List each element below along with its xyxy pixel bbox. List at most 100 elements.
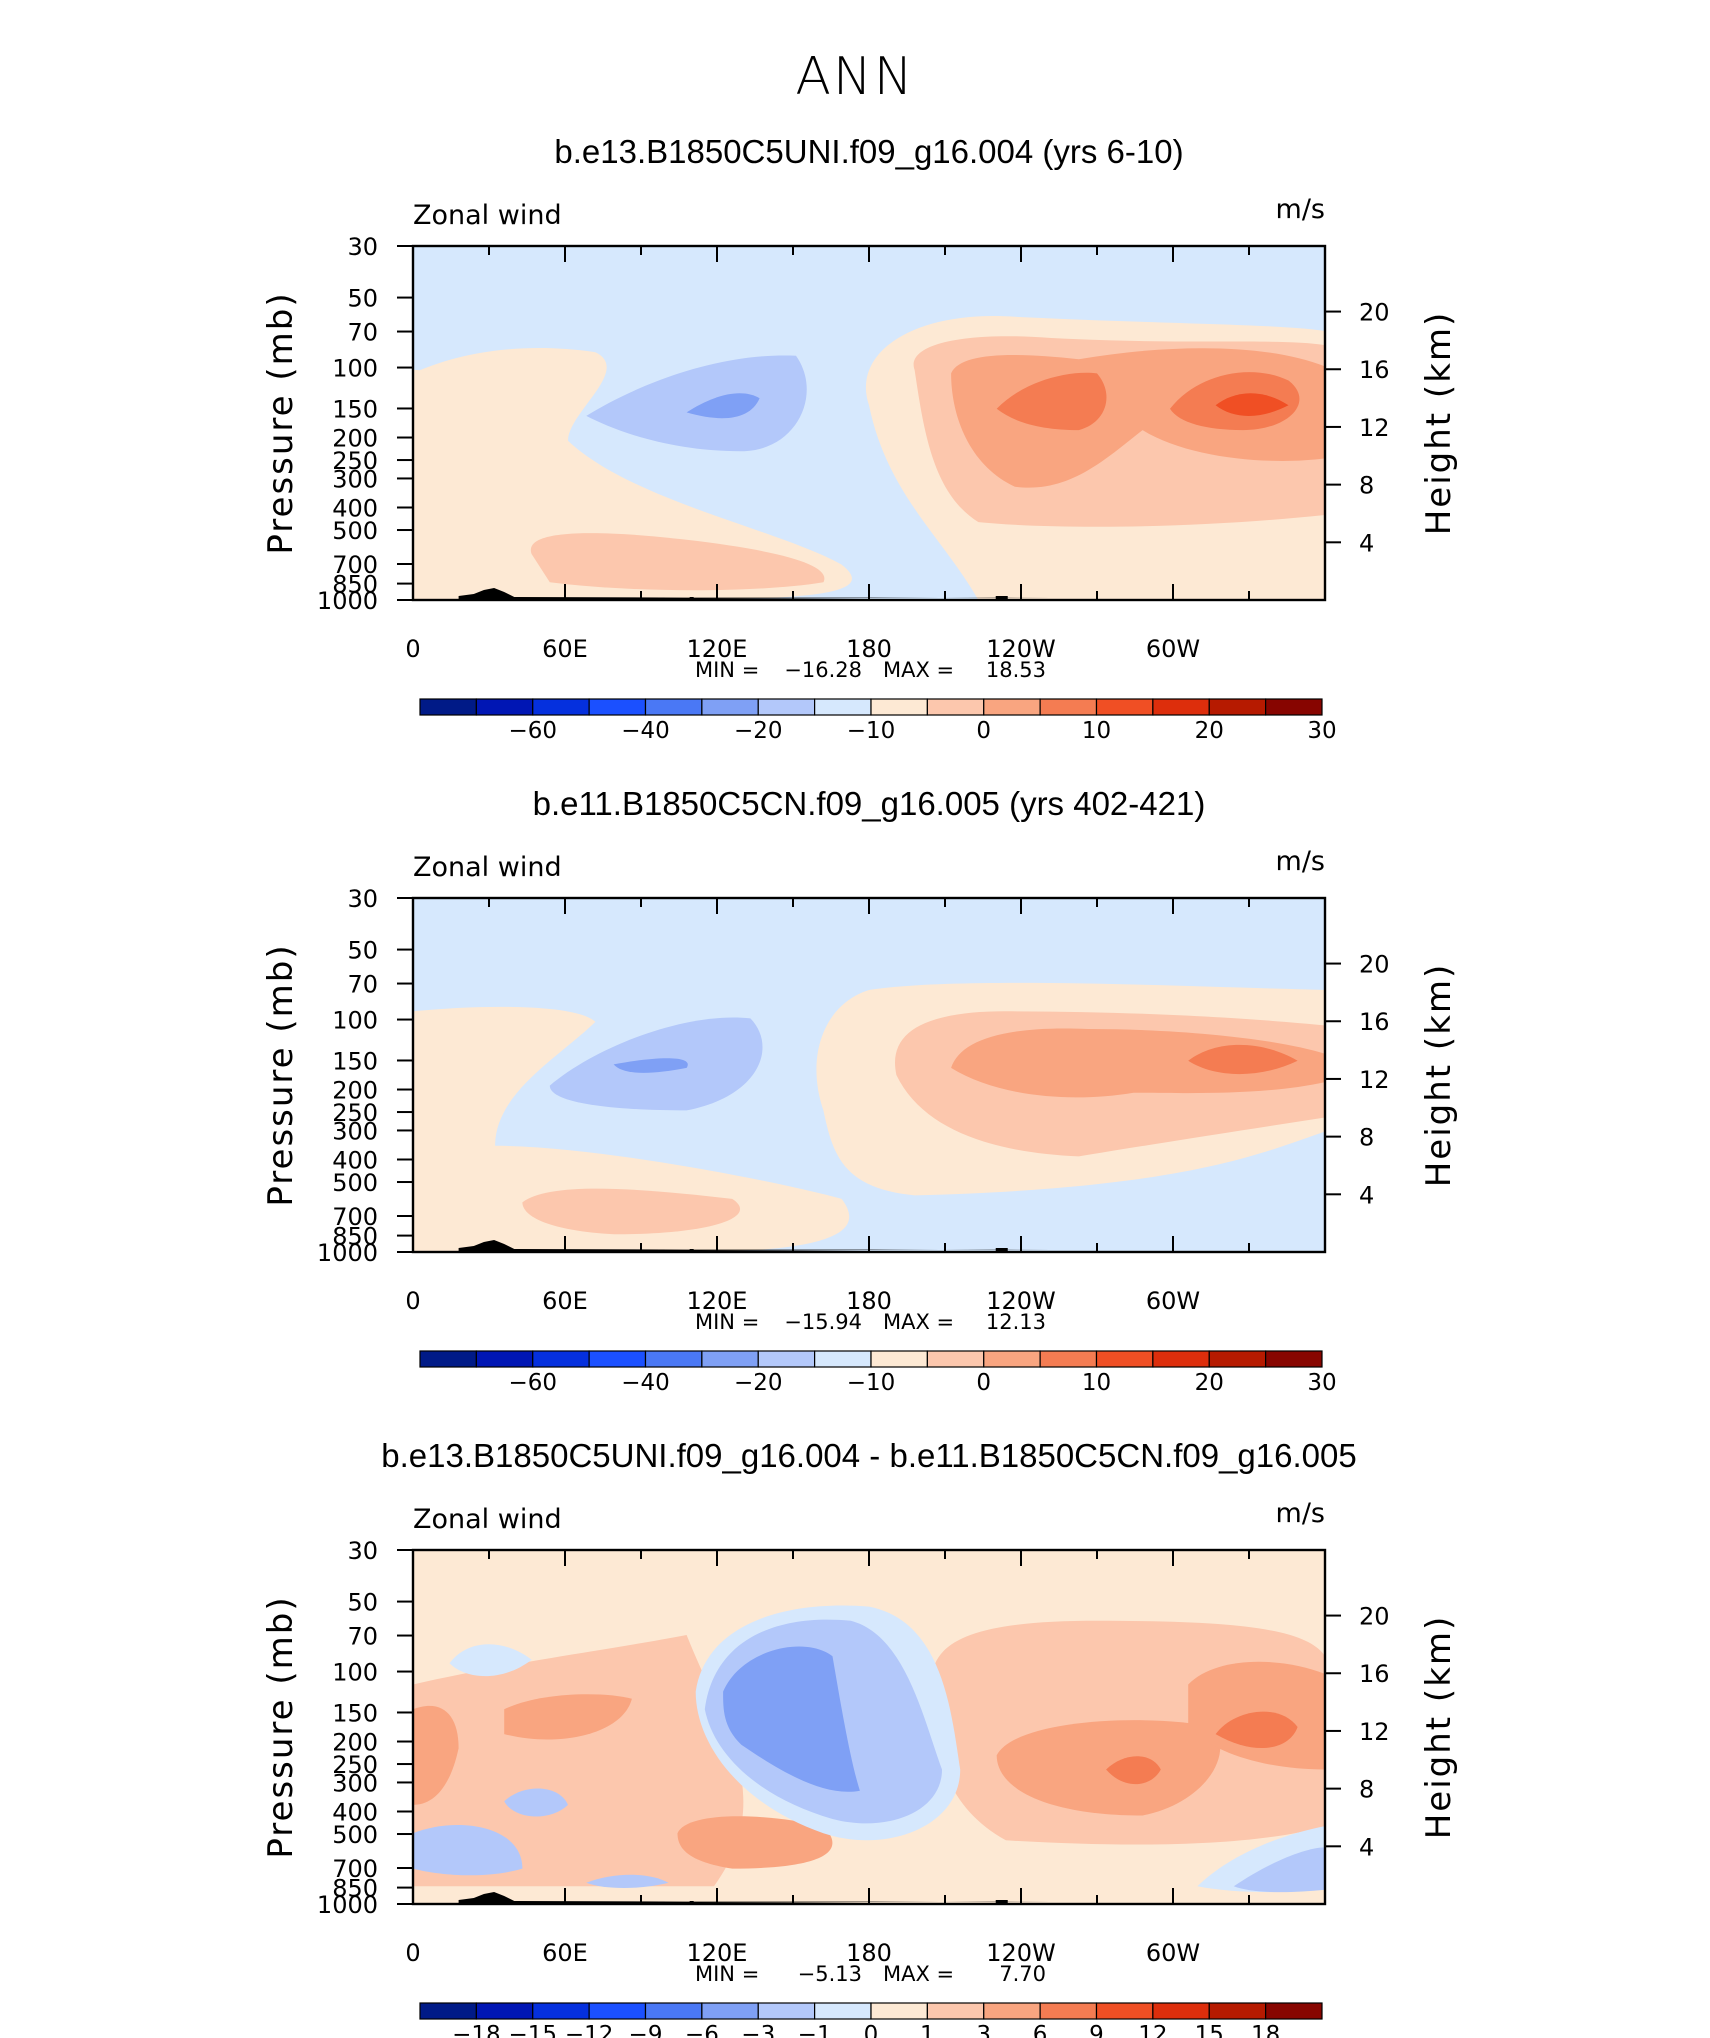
y-right-tick-label: 12 bbox=[1359, 414, 1390, 442]
y-tick-label: 150 bbox=[332, 1047, 378, 1075]
colorbar-swatch bbox=[419, 698, 477, 716]
y-right-tick-label: 16 bbox=[1359, 1660, 1390, 1688]
colorbar-swatch bbox=[757, 698, 816, 716]
y-tick-label: 700 bbox=[332, 1203, 378, 1231]
contour-region bbox=[504, 1788, 568, 1817]
colorbar-swatch bbox=[701, 2002, 759, 2020]
land-silhouette bbox=[995, 1900, 1008, 1904]
y-tick-label: 300 bbox=[332, 465, 378, 493]
land-silhouette bbox=[689, 1249, 694, 1252]
colorbar-label: 20 bbox=[1195, 1370, 1224, 1396]
y-tick-label: 200 bbox=[332, 425, 378, 453]
colorbar-label: 9 bbox=[1089, 2022, 1104, 2038]
colorbar-label: 30 bbox=[1307, 1370, 1336, 1396]
contour-region bbox=[586, 355, 807, 452]
x-tick-label: 120E bbox=[687, 635, 748, 663]
max-value: 12.13 bbox=[986, 1310, 1046, 1334]
units-label: m/s bbox=[1276, 1498, 1325, 1529]
colorbar-label: 6 bbox=[1033, 2022, 1048, 2038]
y-tick-label: 1000 bbox=[317, 587, 378, 615]
colorbar-label: −9 bbox=[629, 2022, 663, 2038]
x-tick-label: 120W bbox=[986, 635, 1056, 663]
colorbar-swatch bbox=[757, 2002, 816, 2020]
min-label: MIN = bbox=[695, 1310, 759, 1334]
colorbar-swatch bbox=[757, 1350, 816, 1368]
y-tick-label: 70 bbox=[347, 319, 378, 347]
y-right-tick-label: 20 bbox=[1359, 299, 1390, 327]
colorbar-swatch bbox=[1152, 2002, 1210, 2020]
y-right-tick-label: 4 bbox=[1359, 529, 1374, 557]
plot-area bbox=[413, 1550, 1325, 1904]
contour-region bbox=[613, 1058, 688, 1073]
min-value: −15.94 bbox=[784, 1310, 862, 1334]
y-tick-label: 400 bbox=[332, 494, 378, 522]
land-silhouette bbox=[458, 588, 1052, 600]
y-tick-label: 50 bbox=[347, 937, 378, 965]
colorbar-swatch bbox=[588, 1350, 647, 1368]
x-tick-label: 0 bbox=[405, 635, 420, 663]
max-label: MAX = bbox=[883, 658, 954, 682]
x-tick-label: 180 bbox=[846, 1287, 892, 1315]
contour-region bbox=[413, 1635, 744, 1887]
panel-1: b.e13.B1850C5UNI.f09_g16.004 (yrs 6-10) Z… bbox=[261, 133, 1459, 744]
contour-region bbox=[413, 1705, 459, 1805]
colorbar-swatch bbox=[1265, 698, 1323, 716]
colorbar-label: −10 bbox=[847, 718, 896, 744]
min-label: MIN = bbox=[695, 1962, 759, 1986]
y-right-tick-label: 12 bbox=[1359, 1718, 1390, 1746]
colorbar-swatch bbox=[870, 698, 928, 716]
y-tick-label: 100 bbox=[332, 1659, 378, 1687]
land-silhouette bbox=[995, 596, 1008, 600]
y-right-tick-label: 20 bbox=[1359, 951, 1390, 979]
x-tick-label: 60W bbox=[1146, 635, 1200, 663]
contour-region bbox=[413, 369, 452, 438]
contour-region bbox=[413, 1006, 850, 1252]
y-tick-label: 500 bbox=[332, 1821, 378, 1849]
max-value: 7.70 bbox=[999, 1962, 1046, 1986]
colorbar-swatch bbox=[814, 1350, 872, 1368]
panels: b.e13.B1850C5UNI.f09_g16.004 (yrs 6-10) Z… bbox=[261, 133, 1459, 2038]
y-right-tick-label: 12 bbox=[1359, 1066, 1390, 1094]
x-tick-label: 60E bbox=[542, 1287, 588, 1315]
colorbar-swatch bbox=[983, 698, 1041, 716]
colorbar-swatch bbox=[983, 2002, 1041, 2020]
y-tick-label: 200 bbox=[332, 1077, 378, 1105]
y-right-tick-label: 16 bbox=[1359, 356, 1390, 384]
figure-title: ANN bbox=[795, 47, 914, 107]
panel-title: b.e13.B1850C5UNI.f09_g16.004 (yrs 6-10) bbox=[554, 133, 1183, 170]
x-tick-label: 120E bbox=[687, 1287, 748, 1315]
plot-area bbox=[413, 898, 1325, 1252]
units-label: m/s bbox=[1276, 194, 1325, 225]
y-axis-title: Pressure (mb) bbox=[261, 291, 301, 554]
contour-region bbox=[996, 372, 1107, 431]
colorbar: −18 −15 −12 −9 −6 −3 −1 0 1 3 6 9 12 15 18 bbox=[419, 2002, 1323, 2038]
colorbar-label: 12 bbox=[1138, 2022, 1167, 2038]
y-tick-label: 250 bbox=[332, 447, 378, 475]
x-tick-label: 60W bbox=[1146, 1939, 1200, 1967]
colorbar-swatch bbox=[1208, 698, 1267, 716]
y-tick-label: 70 bbox=[347, 971, 378, 999]
y-right-tick-label: 8 bbox=[1359, 472, 1374, 500]
y-tick-label: 200 bbox=[332, 1729, 378, 1757]
colorbar-swatch bbox=[588, 698, 647, 716]
y-tick-label: 850 bbox=[332, 1875, 378, 1903]
colorbar-swatch bbox=[644, 2002, 703, 2020]
colorbar-label: 10 bbox=[1082, 1370, 1111, 1396]
contour-region bbox=[413, 1021, 444, 1083]
x-tick-label: 0 bbox=[405, 1939, 420, 1967]
y-axis-title: Pressure (mb) bbox=[261, 943, 301, 1206]
colorbar-swatch bbox=[1039, 1350, 1098, 1368]
contour-region bbox=[686, 393, 760, 419]
max-label: MAX = bbox=[883, 1310, 954, 1334]
y-tick-label: 250 bbox=[332, 1751, 378, 1779]
y-tick-label: 850 bbox=[332, 571, 378, 599]
colorbar-swatch bbox=[814, 2002, 872, 2020]
colorbar-label: −20 bbox=[734, 718, 783, 744]
contour-region bbox=[413, 348, 852, 600]
colorbar-label: 1 bbox=[920, 2022, 935, 2038]
y-tick-label: 50 bbox=[347, 1589, 378, 1617]
y-tick-label: 30 bbox=[347, 885, 378, 913]
x-tick-label: 0 bbox=[405, 1287, 420, 1315]
colorbar: −60 −40 −20 −10 0 10 20 30 bbox=[419, 698, 1337, 744]
